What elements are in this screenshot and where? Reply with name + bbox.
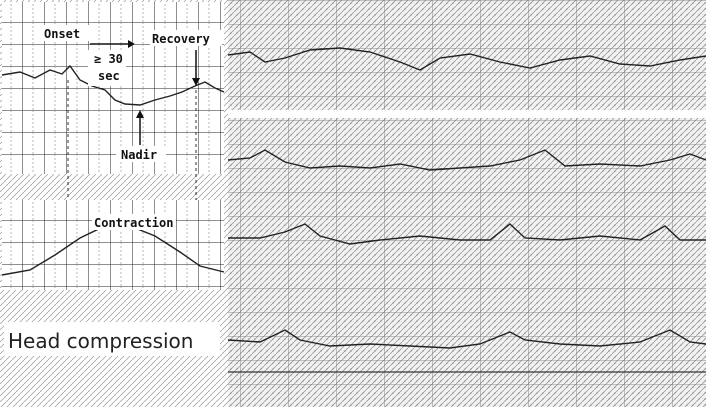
duration-label-2: sec <box>98 69 120 83</box>
duration-label-1: ≥ 30 <box>94 52 123 66</box>
figure: Onset ≥ 30 sec Recovery Nadir Contractio… <box>0 0 706 407</box>
nadir-label: Nadir <box>121 148 157 162</box>
contraction-label: Contraction <box>94 216 173 230</box>
main-strip <box>228 118 706 407</box>
uc-grid <box>2 200 224 290</box>
recovery-label: Recovery <box>152 32 210 46</box>
caption: Head compression <box>8 329 193 353</box>
onset-label: Onset <box>44 27 80 41</box>
